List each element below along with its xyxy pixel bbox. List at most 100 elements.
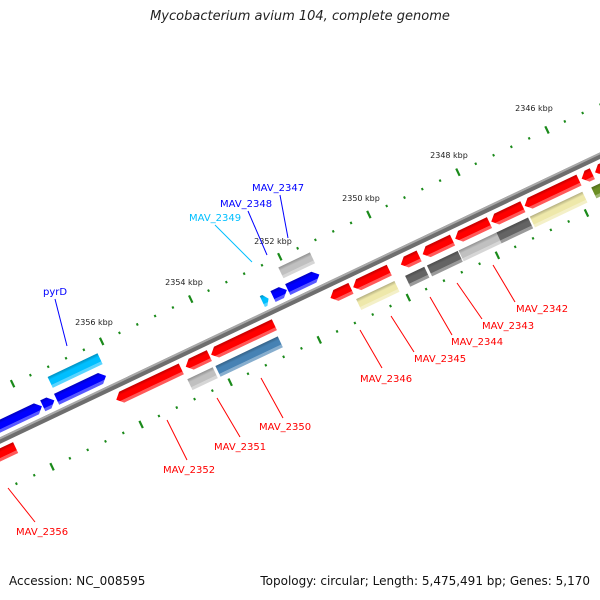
minor-tick (104, 439, 107, 443)
gene-label[interactable]: MAV_2352 (163, 465, 215, 476)
gene-label[interactable]: MAV_2343 (482, 321, 534, 332)
minor-tick (563, 119, 567, 123)
label-leader-line (54, 298, 68, 347)
minor-tick (260, 263, 264, 267)
feature-cyan[interactable] (47, 353, 103, 388)
gene-mav-2342[interactable] (453, 217, 493, 244)
gene-mav-2347[interactable] (285, 269, 322, 295)
minor-tick (193, 397, 196, 401)
major-tick (9, 379, 16, 388)
major-tick (405, 293, 412, 302)
feature-darkgray[interactable] (496, 217, 534, 244)
feature-lightgray[interactable] (187, 367, 218, 391)
gene-label[interactable]: MAV_2348 (220, 199, 272, 210)
gene-mav-2352[interactable] (114, 363, 184, 405)
gene-label[interactable]: MAV_2346 (360, 374, 412, 385)
major-tick (277, 252, 283, 261)
minor-tick (64, 356, 68, 360)
tick-label: 2354 kbp (165, 278, 203, 287)
minor-tick (349, 221, 353, 225)
gene-mav-2343[interactable] (420, 234, 456, 260)
label-leader-line (260, 377, 284, 419)
gene-label[interactable]: MAV_2345 (414, 354, 466, 365)
label-leader-line (390, 315, 415, 353)
minor-tick (335, 329, 339, 333)
tick-label: 2356 kbp (75, 318, 113, 327)
minor-tick (175, 406, 179, 410)
feature-red[interactable] (579, 168, 595, 184)
minor-tick (15, 482, 18, 486)
label-leader-line (7, 487, 36, 523)
minor-tick (513, 245, 517, 249)
feature-red[interactable] (522, 174, 582, 212)
linear-map-view (0, 72, 600, 524)
feature-darkgray[interactable] (426, 250, 463, 277)
gene-label[interactable]: MAV_2351 (214, 442, 266, 453)
minor-tick (531, 236, 535, 240)
minor-tick (438, 179, 442, 183)
gene-mav-2346[interactable] (328, 282, 354, 304)
gene-mav-2349[interactable] (259, 293, 271, 308)
gene-label[interactable]: MAV_2342 (516, 304, 568, 315)
feature-darkgray[interactable] (405, 266, 430, 287)
minor-tick (492, 153, 495, 157)
minor-tick (171, 306, 175, 310)
minor-tick (300, 346, 303, 350)
tick-labels: 2346 kbp 2348 kbp 2350 kbp 2352 kbp 2354 kbp… (75, 104, 553, 327)
minor-tick (478, 262, 481, 266)
topology-text: Topology: circular; Length: 5,475,491 bp… (260, 574, 590, 588)
tick-marks (0, 103, 600, 494)
minor-tick (264, 363, 268, 367)
gene-label[interactable]: MAV_2349 (189, 213, 241, 224)
gene-label[interactable]: MAV_2356 (16, 527, 68, 538)
minor-tick (403, 196, 406, 200)
backbone-highlight (0, 72, 600, 521)
label-leader-line (456, 282, 483, 320)
major-tick (366, 210, 372, 219)
feature-khaki[interactable] (356, 280, 400, 310)
minor-tick (389, 304, 392, 308)
label-leader-line (279, 194, 289, 239)
label-leader-line (247, 210, 268, 256)
feature-blue[interactable] (0, 401, 44, 434)
feature-khaki[interactable] (529, 191, 588, 228)
gene-labels: pyrD MAV_2349 MAV_2348 MAV_2347 MAV_2352 MAV_… (7, 183, 568, 538)
feature-lightgray[interactable] (278, 252, 316, 279)
gene-mav-2345[interactable] (351, 264, 392, 293)
gene-mav-2350[interactable] (209, 319, 277, 360)
major-tick (316, 335, 322, 344)
label-leader-line (166, 419, 188, 461)
minor-tick (207, 289, 210, 293)
minor-tick (474, 162, 478, 166)
gene-label[interactable]: pyrD (43, 287, 67, 298)
minor-tick (246, 372, 250, 376)
minor-tick (157, 414, 161, 418)
minor-tick (527, 136, 531, 140)
minor-tick (224, 280, 228, 284)
minor-tick (549, 228, 553, 232)
minor-tick (135, 322, 139, 326)
major-tick (49, 462, 55, 471)
feature-blue[interactable] (40, 395, 57, 412)
minor-tick (153, 314, 157, 318)
feature-olive[interactable] (591, 174, 600, 199)
label-leader-line (216, 397, 241, 438)
feature-tracks (0, 154, 600, 476)
gene-pyrd[interactable] (54, 370, 109, 405)
minor-tick (331, 229, 335, 233)
gene-mav-2351[interactable] (183, 350, 212, 372)
feature-red[interactable] (489, 201, 526, 227)
gene-label[interactable]: MAV_2350 (259, 422, 311, 433)
minor-tick (314, 238, 317, 242)
major-tick (227, 378, 233, 387)
gene-mav-2344[interactable] (398, 250, 422, 271)
feature-steelblue[interactable] (215, 336, 283, 377)
gene-label[interactable]: MAV_2347 (252, 183, 304, 194)
feature-lightgray[interactable] (458, 232, 502, 262)
gene-label[interactable]: MAV_2344 (451, 337, 503, 348)
gene-mav-2348[interactable] (270, 285, 289, 302)
gene-mav-2356[interactable] (0, 442, 19, 476)
label-leader-line (359, 329, 383, 369)
